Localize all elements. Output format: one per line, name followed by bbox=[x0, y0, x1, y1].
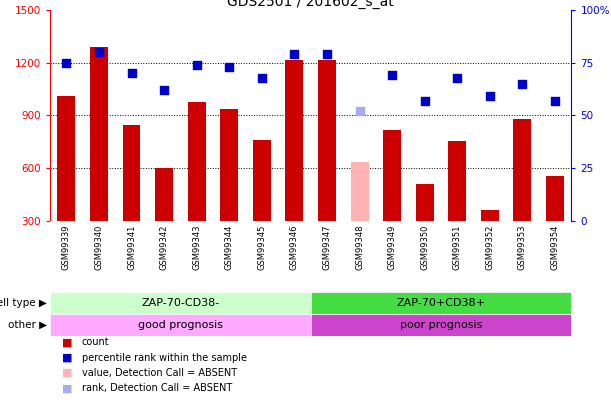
Text: GSM99352: GSM99352 bbox=[485, 224, 494, 270]
Text: ■: ■ bbox=[62, 337, 73, 347]
Bar bbox=[50, 292, 310, 314]
Text: GSM99346: GSM99346 bbox=[290, 224, 299, 270]
Point bbox=[159, 87, 169, 94]
Point bbox=[387, 72, 397, 79]
Point bbox=[452, 74, 462, 81]
Point bbox=[354, 108, 364, 115]
Point bbox=[126, 70, 136, 77]
Bar bbox=[513, 119, 532, 221]
Text: ZAP-70-CD38-: ZAP-70-CD38- bbox=[141, 298, 219, 308]
Point bbox=[550, 98, 560, 104]
Bar bbox=[351, 162, 368, 221]
Point bbox=[224, 64, 234, 70]
Text: value, Detection Call = ABSENT: value, Detection Call = ABSENT bbox=[82, 368, 237, 378]
Point bbox=[420, 98, 430, 104]
Bar bbox=[90, 47, 108, 221]
Point bbox=[322, 51, 332, 58]
Bar bbox=[546, 176, 564, 221]
Bar bbox=[253, 140, 271, 221]
Bar bbox=[188, 102, 206, 221]
Point bbox=[62, 60, 71, 66]
Text: GSM99348: GSM99348 bbox=[355, 224, 364, 270]
Text: GSM99353: GSM99353 bbox=[518, 224, 527, 270]
Text: GSM99339: GSM99339 bbox=[62, 224, 71, 270]
Text: GSM99350: GSM99350 bbox=[420, 224, 429, 270]
Text: count: count bbox=[82, 337, 109, 347]
Bar bbox=[50, 314, 310, 336]
Bar bbox=[383, 130, 401, 221]
Point bbox=[192, 62, 202, 68]
Text: GSM99345: GSM99345 bbox=[257, 224, 266, 270]
Bar bbox=[155, 168, 173, 221]
Text: percentile rank within the sample: percentile rank within the sample bbox=[82, 353, 247, 362]
Text: good prognosis: good prognosis bbox=[138, 320, 223, 330]
Bar bbox=[123, 125, 141, 221]
Bar bbox=[448, 141, 466, 221]
Text: ZAP-70+CD38+: ZAP-70+CD38+ bbox=[397, 298, 486, 308]
Text: rank, Detection Call = ABSENT: rank, Detection Call = ABSENT bbox=[82, 384, 232, 393]
Title: GDS2501 / 201602_s_at: GDS2501 / 201602_s_at bbox=[227, 0, 394, 9]
Text: poor prognosis: poor prognosis bbox=[400, 320, 482, 330]
Bar bbox=[221, 109, 238, 221]
Text: GSM99341: GSM99341 bbox=[127, 224, 136, 270]
Text: other ▶: other ▶ bbox=[8, 320, 47, 330]
Text: GSM99343: GSM99343 bbox=[192, 224, 201, 270]
Bar bbox=[57, 96, 75, 221]
Text: ■: ■ bbox=[62, 384, 73, 393]
Text: GSM99354: GSM99354 bbox=[551, 224, 560, 270]
Bar bbox=[415, 184, 434, 221]
Point bbox=[94, 49, 104, 55]
Text: ■: ■ bbox=[62, 368, 73, 378]
Text: GSM99349: GSM99349 bbox=[387, 224, 397, 270]
Point bbox=[518, 81, 527, 87]
Bar bbox=[310, 292, 571, 314]
Text: GSM99340: GSM99340 bbox=[95, 224, 103, 270]
Point bbox=[257, 74, 267, 81]
Point bbox=[485, 93, 495, 100]
Bar bbox=[318, 60, 336, 221]
Point bbox=[290, 51, 299, 58]
Bar bbox=[285, 60, 304, 221]
Text: GSM99347: GSM99347 bbox=[323, 224, 332, 270]
Text: ■: ■ bbox=[62, 353, 73, 362]
Text: GSM99342: GSM99342 bbox=[159, 224, 169, 270]
Bar bbox=[310, 314, 571, 336]
Bar bbox=[481, 210, 499, 221]
Text: GSM99351: GSM99351 bbox=[453, 224, 462, 270]
Text: GSM99344: GSM99344 bbox=[225, 224, 234, 270]
Text: cell type ▶: cell type ▶ bbox=[0, 298, 47, 308]
